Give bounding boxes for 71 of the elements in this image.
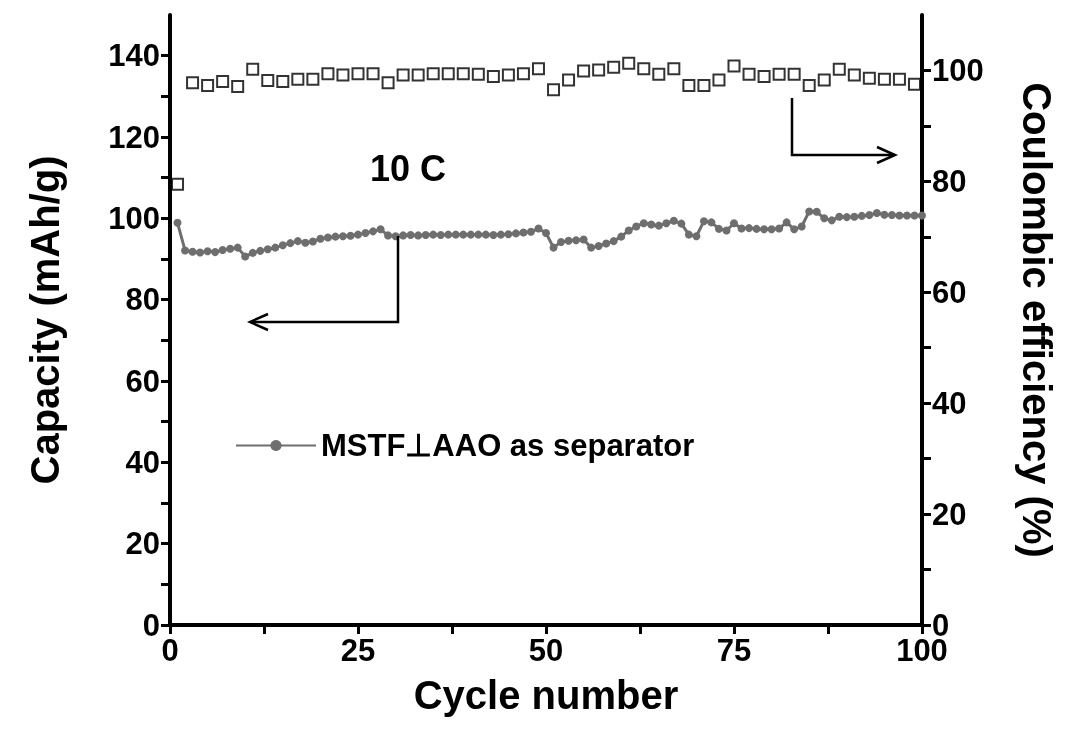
point [592, 63, 606, 77]
point [306, 72, 320, 86]
point [246, 62, 260, 76]
point [682, 78, 696, 92]
point [441, 67, 455, 81]
point [727, 59, 741, 73]
point [817, 73, 831, 87]
point [366, 67, 380, 81]
point [531, 62, 545, 76]
y2-tick-label: 20 [932, 496, 967, 532]
legend-label: MSTF⊥AAO as separator [321, 428, 695, 463]
point [516, 67, 530, 81]
point [336, 68, 350, 82]
point [456, 67, 470, 81]
point [291, 72, 305, 86]
point [757, 70, 771, 84]
point [216, 75, 230, 89]
y-tick-label: 60 [125, 363, 160, 399]
point [832, 62, 846, 76]
y2-tick-label: 80 [932, 163, 967, 199]
y2-tick-label: 60 [932, 274, 967, 310]
y-tick-label: 20 [125, 526, 160, 562]
x-tick-label: 25 [340, 633, 376, 668]
point [171, 177, 185, 191]
point [471, 67, 485, 81]
point [637, 62, 651, 76]
point [787, 67, 801, 81]
point [201, 78, 215, 92]
point [802, 78, 816, 92]
point [411, 68, 425, 82]
point [547, 83, 561, 97]
y-tick-label: 100 [108, 200, 160, 236]
point [697, 78, 711, 92]
point [907, 77, 921, 91]
x-axis-title: Cycle number [413, 673, 679, 717]
point [772, 67, 786, 81]
y2-axis-title: Coulombic efficiency (%) [1015, 82, 1059, 558]
annotation: 10 C [370, 147, 447, 189]
y-tick-label: 80 [125, 282, 160, 318]
point [186, 76, 200, 90]
point [426, 67, 440, 81]
y-tick-label: 120 [108, 119, 160, 155]
point [231, 80, 245, 94]
x-tick-label: 50 [528, 633, 564, 668]
point [381, 76, 395, 90]
point [862, 71, 876, 85]
point [892, 72, 906, 86]
y2-tick-label: 100 [932, 52, 984, 88]
point [847, 68, 861, 82]
y-axis-title: Capacity (mAh/g) [23, 155, 67, 485]
point [742, 67, 756, 81]
point [396, 68, 410, 82]
point [501, 68, 515, 82]
point [577, 64, 591, 78]
point [276, 75, 290, 89]
point [652, 67, 666, 81]
point [261, 73, 275, 87]
point [607, 60, 621, 74]
x-tick-label: 75 [716, 633, 752, 668]
point [877, 72, 891, 86]
point [562, 73, 576, 87]
point [667, 62, 681, 76]
point [712, 73, 726, 87]
point [486, 70, 500, 84]
y2-tick-label: 40 [932, 385, 967, 421]
y-tick-label: 40 [125, 444, 160, 480]
point [351, 67, 365, 81]
point [321, 67, 335, 81]
y-tick-label: 0 [142, 607, 160, 643]
point [622, 56, 636, 70]
y-tick-label: 140 [108, 38, 160, 74]
